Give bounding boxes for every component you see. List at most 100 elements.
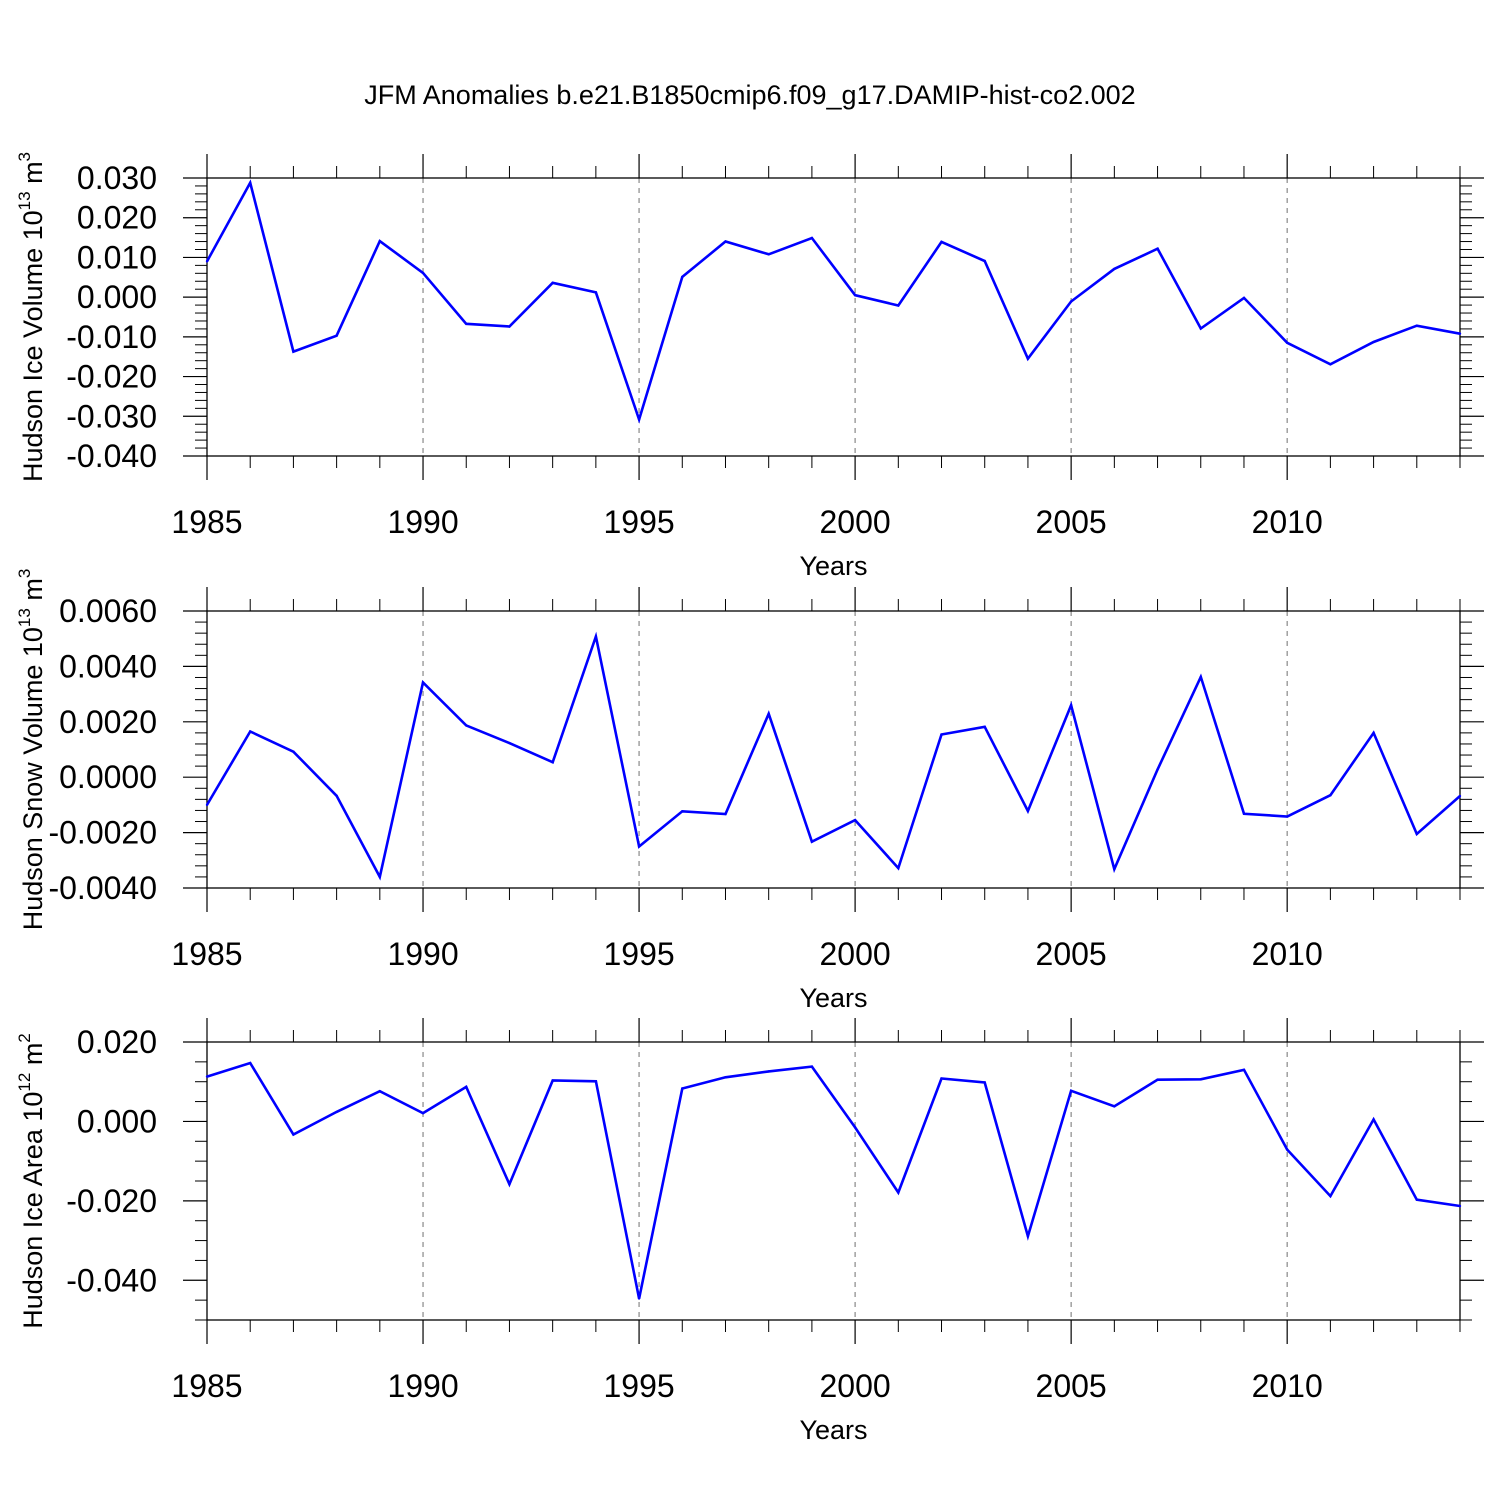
data-point [767, 1070, 770, 1073]
series-line [206, 1061, 1461, 1299]
data-point [378, 1090, 382, 1093]
data-point [1242, 1068, 1246, 1072]
y-tick-label: -0.030 [66, 398, 157, 434]
data-point [292, 750, 295, 753]
data-point [1372, 731, 1375, 735]
y-tick-label: -0.020 [66, 359, 157, 395]
data-point [724, 1076, 727, 1079]
data-point [897, 1191, 900, 1194]
data-point [940, 733, 943, 736]
chart-panel-3: 0.020 0.000 -0.020 -0.040 1985 1990 1995 2000 20… [15, 1018, 1484, 1445]
data-point [767, 253, 770, 256]
y-tick-label: 0.000 [77, 279, 157, 315]
data-point [1199, 1078, 1202, 1081]
data-point [724, 240, 727, 243]
series-line [205, 179, 1461, 424]
data-point [853, 818, 857, 822]
data-point [637, 418, 641, 421]
y-tick-label: -0.010 [66, 319, 157, 355]
data-point [465, 322, 468, 325]
data-point [421, 1111, 425, 1115]
plot-frame [206, 1041, 1461, 1321]
x-tick-label: 2005 [1036, 1368, 1107, 1404]
data-point [205, 1075, 209, 1078]
data-point [681, 810, 684, 813]
data-point [465, 1085, 468, 1089]
data-point [1113, 267, 1116, 271]
data-point [983, 725, 986, 728]
x-tick-label: 2000 [820, 504, 891, 540]
data-point [551, 281, 554, 285]
data-point [940, 240, 943, 244]
x-tick-label: 2010 [1252, 504, 1323, 540]
data-point [637, 1297, 641, 1300]
data-point [508, 741, 511, 745]
data-point [594, 291, 598, 294]
plot-frame [206, 177, 1461, 457]
data-point [1156, 1078, 1159, 1081]
data-point [465, 724, 468, 727]
y-axis-title: Hudson Ice Area 1012 m2 [15, 1033, 48, 1329]
data-point [1242, 296, 1246, 300]
data-point [1458, 1204, 1462, 1208]
data-point [983, 259, 986, 263]
x-tick-label: 1990 [387, 504, 458, 540]
data-point [249, 181, 252, 184]
x-tick-label: 2000 [820, 1368, 891, 1404]
y-tick-label: -0.0020 [48, 815, 157, 851]
y-tick-label: 0.0000 [59, 759, 157, 795]
data-point [681, 1087, 684, 1090]
data-point [1069, 1089, 1073, 1093]
data-point [1415, 832, 1418, 836]
data-point [1113, 1105, 1116, 1108]
data-point [1285, 815, 1289, 818]
y-axis-title: Hudson Snow Volume 1013 m3 [15, 569, 48, 931]
data-point [1026, 357, 1030, 360]
y-tick-label: -0.040 [66, 1262, 157, 1298]
x-tick-label: 1995 [603, 1368, 674, 1404]
data-point [681, 275, 684, 279]
data-point [378, 875, 382, 879]
data-point [1415, 1198, 1418, 1201]
data-point [1156, 768, 1159, 771]
data-point [249, 1061, 252, 1065]
data-point [810, 236, 814, 240]
data-point [335, 334, 338, 337]
data-point [897, 304, 900, 307]
plot-frame [206, 610, 1461, 889]
x-tick-label: 1985 [171, 1368, 242, 1404]
data-point [1242, 812, 1246, 815]
data-point [767, 712, 770, 715]
data-point [1458, 794, 1462, 798]
data-point [421, 271, 425, 275]
data-point [421, 681, 425, 684]
data-point [1113, 867, 1116, 871]
data-point [1285, 341, 1289, 345]
data-point [1372, 1118, 1375, 1121]
data-point [292, 1133, 295, 1136]
data-point [810, 1065, 814, 1068]
data-point [335, 794, 338, 797]
data-point [983, 1081, 986, 1084]
data-point [335, 1110, 338, 1114]
y-tick-label: 0.000 [77, 1103, 157, 1139]
figure-title: JFM Anomalies b.e21.B1850cmip6.f09_g17.D… [364, 80, 1136, 110]
data-point [897, 866, 900, 870]
y-tick-label: -0.020 [66, 1183, 157, 1219]
x-tick-label: 1990 [387, 1368, 458, 1404]
data-point [853, 1126, 857, 1129]
data-point [292, 350, 295, 353]
data-point [551, 1079, 554, 1082]
data-point [1372, 340, 1375, 344]
data-point [508, 325, 511, 328]
data-point [508, 1182, 511, 1186]
x-tick-label: 1995 [603, 936, 674, 972]
y-tick-label: 0.020 [77, 1024, 157, 1060]
data-point [1329, 1194, 1332, 1198]
series-line [205, 631, 1461, 881]
x-axis-title: Years [799, 983, 867, 1013]
x-tick-label: 2005 [1036, 936, 1107, 972]
y-axis-title: Hudson Ice Volume 1013 m3 [15, 152, 48, 482]
